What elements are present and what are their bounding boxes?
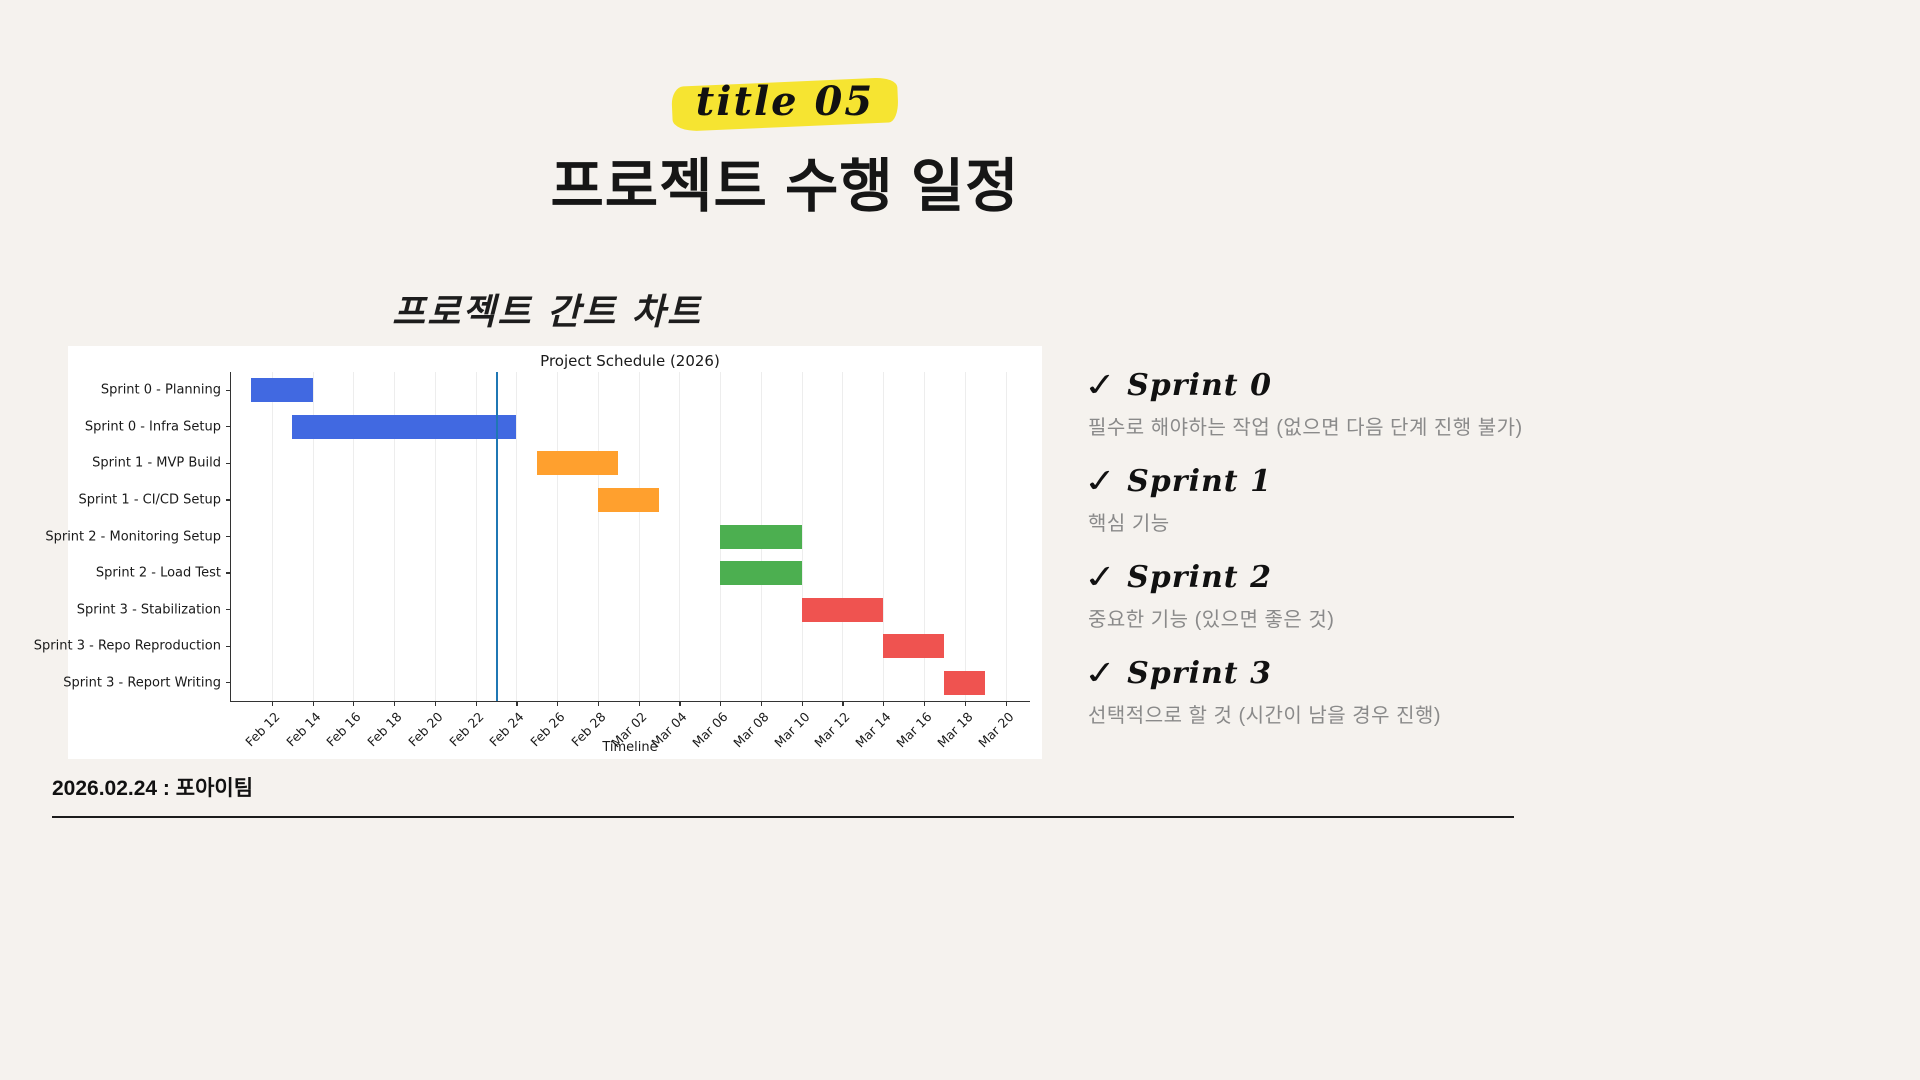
gridline — [842, 372, 844, 701]
today-marker-line — [495, 372, 498, 701]
x-tick-mark — [720, 701, 722, 706]
y-tick-mark — [226, 609, 231, 611]
x-tick-mark — [842, 701, 844, 706]
gantt-bar — [292, 414, 517, 439]
gantt-bar — [720, 561, 802, 586]
y-axis-label: Sprint 3 - Repo Reproduction — [33, 638, 221, 654]
x-tick-mark — [312, 701, 314, 706]
y-tick-mark — [226, 682, 231, 684]
legend-title-row: ✓ Sprint 0 — [1081, 365, 1548, 404]
chart-title: Project Schedule (2026) — [540, 352, 720, 370]
legend-title-row: ✓ Sprint 3 — [1081, 653, 1548, 692]
legend-sprint-desc: 핵심 기능 — [1088, 513, 1170, 535]
gantt-bar — [597, 487, 660, 512]
gridline — [557, 372, 559, 701]
y-tick-mark — [226, 499, 231, 501]
x-tick-mark — [801, 701, 803, 706]
header: title 05 프로젝트 수행 일정 — [0, 77, 1570, 223]
x-tick-mark — [679, 701, 681, 706]
gridline — [801, 372, 803, 701]
legend-title-row: ✓ Sprint 1 — [1081, 461, 1548, 500]
chart-subtitle: 프로젝트 간트 차트 — [392, 291, 703, 333]
x-tick-mark — [964, 701, 966, 706]
gridline — [924, 372, 925, 701]
y-tick-mark — [226, 389, 231, 391]
x-tick-mark — [1005, 701, 1007, 706]
x-tick-mark — [760, 701, 763, 706]
gridline — [475, 372, 477, 701]
checkmark-icon: ✓ — [1081, 653, 1120, 693]
sprint-legend: ✓ Sprint 0 필수로 해야하는 작업 (없으면 다음 단계 진행 불가) ✓ S… — [1081, 365, 1548, 752]
footer-divider — [52, 816, 1514, 818]
gridline — [353, 372, 355, 701]
gantt-bar — [251, 378, 313, 403]
legend-sprint-title: Sprint 1 — [1127, 464, 1272, 499]
x-tick-mark — [434, 701, 436, 706]
legend-sprint-desc: 필수로 해야하는 작업 (없으면 다음 단계 진행 불가) — [1088, 417, 1523, 439]
y-axis-label: Sprint 3 - Stabilization — [76, 602, 221, 618]
gridline — [434, 372, 436, 701]
y-axis-label: Sprint 2 - Monitoring Setup — [45, 529, 221, 544]
checkmark-icon: ✓ — [1081, 557, 1120, 597]
y-axis-label: Sprint 3 - Report Writing — [63, 675, 221, 691]
legend-item: ✓ Sprint 3 선택적으로 할 것 (시간이 남을 경우 진행) — [1081, 653, 1548, 728]
x-tick-mark — [475, 701, 477, 706]
x-tick-mark — [597, 701, 600, 706]
checkmark-icon: ✓ — [1081, 461, 1120, 501]
y-tick-mark — [226, 572, 231, 574]
y-axis-label: Sprint 0 - Planning — [100, 382, 221, 398]
gantt-bar — [720, 524, 802, 549]
gridline — [638, 372, 640, 701]
footer-date-team: 2026.02.24 : 포아이팀 — [52, 777, 254, 800]
legend-title-row: ✓ Sprint 2 — [1081, 557, 1548, 596]
y-axis-label: Sprint 2 - Load Test — [95, 565, 221, 581]
y-axis-label: Sprint 1 - MVP Build — [92, 455, 221, 471]
checkmark-icon: ✓ — [1081, 365, 1120, 405]
title-badge: title 05 — [670, 77, 900, 132]
y-tick-mark — [226, 535, 231, 538]
page-title: 프로젝트 수행 일정 — [550, 154, 1020, 219]
legend-sprint-desc: 선택적으로 할 것 (시간이 남을 경우 진행) — [1088, 705, 1442, 727]
x-axis-title: Timeline — [602, 740, 658, 755]
y-axis-label: Sprint 1 - CI/CD Setup — [78, 492, 221, 508]
gantt-bar — [801, 597, 884, 622]
gridline — [312, 372, 314, 701]
gridline — [394, 372, 396, 701]
legend-item: ✓ Sprint 1 핵심 기능 — [1081, 461, 1548, 536]
plot-area: Feb 12 Feb 14 Feb 16 Feb 18 Feb 20 Feb 22 Feb … — [34, 372, 1030, 750]
x-tick-mark — [353, 701, 355, 706]
y-tick-mark — [226, 462, 231, 464]
legend-item: ✓ Sprint 2 중요한 기능 (있으면 좋은 것) — [1081, 557, 1548, 632]
legend-sprint-title: Sprint 3 — [1127, 656, 1272, 691]
gridline — [516, 372, 518, 701]
gantt-bar — [883, 634, 945, 659]
gridline — [964, 372, 966, 701]
x-tick-mark — [883, 701, 885, 706]
y-tick-mark — [226, 645, 231, 647]
x-tick-mark — [557, 701, 559, 706]
y-axis-label: Sprint 0 - Infra Setup — [84, 419, 221, 435]
legend-item: ✓ Sprint 0 필수로 해야하는 작업 (없으면 다음 단계 진행 불가) — [1081, 365, 1548, 440]
gridline — [271, 372, 273, 701]
legend-sprint-title: Sprint 2 — [1127, 560, 1272, 595]
gridline — [597, 372, 599, 701]
x-tick-mark — [271, 701, 273, 706]
x-tick-mark — [638, 701, 640, 706]
x-tick-mark — [516, 701, 518, 706]
gantt-chart-panel: Project Schedule (2026) Feb 12 Feb 14 Feb … — [34, 346, 1042, 759]
badge-label: title 05 — [695, 78, 875, 125]
gantt-bar — [536, 451, 619, 476]
gridline — [883, 372, 885, 701]
gantt-bar — [944, 670, 986, 695]
legend-sprint-desc: 중요한 기능 (있으면 좋은 것) — [1088, 609, 1335, 631]
gridline — [1005, 372, 1007, 701]
x-tick-mark — [924, 701, 926, 706]
y-tick-mark — [226, 426, 231, 428]
gridline — [679, 372, 681, 701]
legend-sprint-title: Sprint 0 — [1127, 368, 1272, 403]
x-tick-mark — [394, 701, 396, 706]
